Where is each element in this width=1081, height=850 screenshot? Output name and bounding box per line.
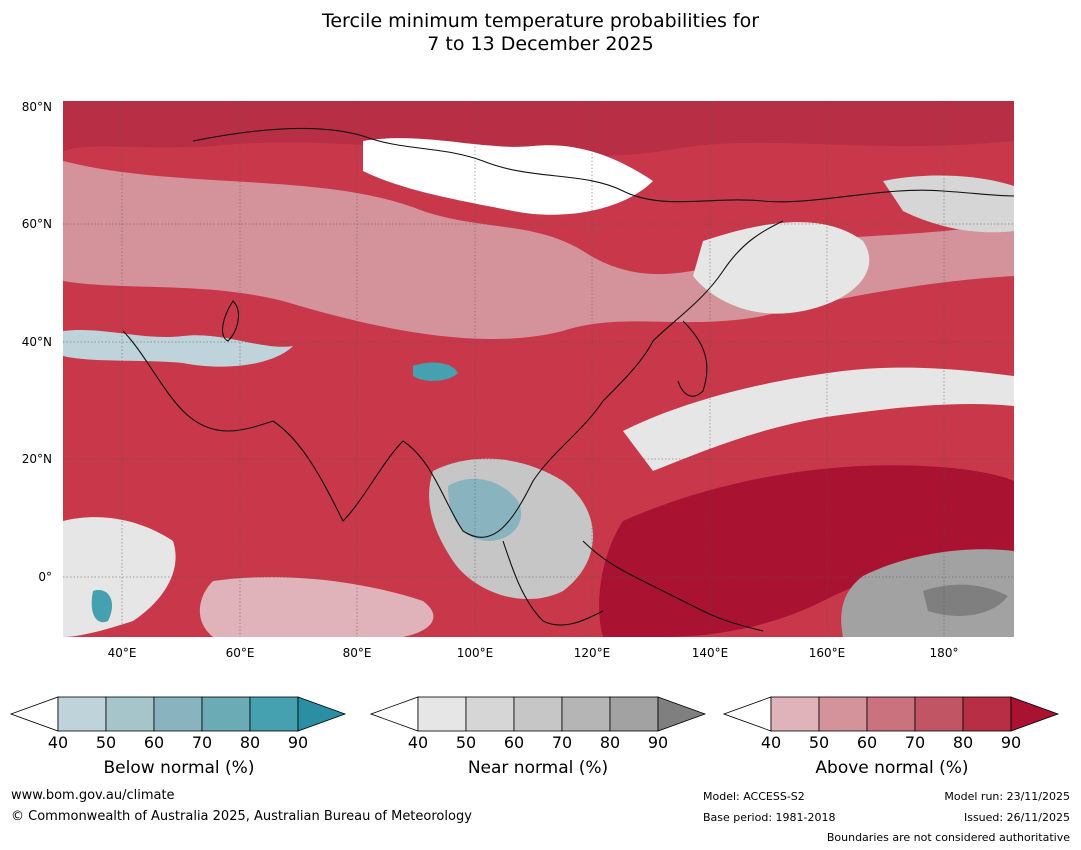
lon-label-60e: 60°E [225,646,255,660]
region-light-indian-ocean [199,577,434,637]
near-normal-label: Near normal (%) [467,758,609,778]
colorbar-above-svg [723,696,1060,732]
below-arrow-high [297,696,347,732]
below-tick-label: 60 [143,733,165,752]
map-canvas [63,101,1014,637]
region-white-siberia [363,138,653,215]
above-tick-label: 40 [760,733,782,752]
disclaimer-text: Boundaries are not considered authoritat… [826,831,1070,844]
colorbar-near [370,696,708,732]
near-segment-5 [609,696,659,732]
below-tick-label: 90 [287,733,309,752]
above-segment-1 [770,696,820,732]
below-normal-label: Below normal (%) [103,758,255,778]
region-strong-above-pacific [599,465,1014,637]
near-segment-4 [561,696,611,732]
below-segment-4 [201,696,251,732]
lon-label-120e: 120°E [573,646,611,660]
near-tick-label: 70 [551,733,573,752]
chart-title: Tercile minimum temperature probabilitie… [0,10,1081,56]
above-segment-3 [866,696,916,732]
region-below-africa [91,590,113,623]
above-tick-label: 80 [952,733,974,752]
below-tick-label: 40 [47,733,69,752]
near-tick-label: 40 [407,733,429,752]
near-segment-2 [465,696,515,732]
lat-label-0: 0° [38,570,52,584]
near-arrow-high [657,696,707,732]
colorbar-above [723,696,1061,732]
issued-text: Issued: 26/11/2025 [963,811,1070,824]
above-arrow-high [1010,696,1060,732]
above-tick-label: 70 [904,733,926,752]
above-segment-4 [914,696,964,732]
near-tick-label: 50 [455,733,477,752]
near-segment-3 [513,696,563,732]
lat-label-40n: 40°N [21,335,52,349]
lon-label-80e: 80°E [342,646,372,660]
model-text: Model: ACCESS-S2 [703,790,805,803]
above-tick-label: 60 [856,733,878,752]
region-near-pacific [623,367,1014,471]
near-segment-1 [417,696,467,732]
colorbar-near-svg [370,696,707,732]
lat-label-60n: 60°N [21,217,52,231]
near-tick-label: 60 [503,733,525,752]
above-segment-2 [818,696,868,732]
lat-label-20n: 20°N [21,452,52,466]
title-line-1: Tercile minimum temperature probabilitie… [321,10,760,32]
near-arrow-low [370,696,419,732]
above-tick-label: 50 [808,733,830,752]
below-arrow-low [10,696,59,732]
coastlines [122,127,1014,632]
below-segment-1 [57,696,107,732]
region-strong-near [923,584,1008,616]
model-run-text: Model run: 23/11/2025 [944,790,1070,803]
region-below-tibet [413,362,458,381]
below-segment-2 [105,696,155,732]
website-link[interactable]: www.bom.gov.au/climate [11,788,175,803]
title-line-2: 7 to 13 December 2025 [427,33,654,55]
lon-label-100e: 100°E [456,646,494,660]
colorbar-below [10,696,348,732]
lon-label-160e: 160°E [808,646,846,660]
above-arrow-low [723,696,772,732]
lat-label-80n: 80°N [21,100,52,114]
below-tick-label: 70 [191,733,213,752]
region-below-central-asia [63,329,293,367]
below-segment-3 [153,696,203,732]
region-below-indochina [448,478,522,541]
lon-label-140e: 140°E [691,646,729,660]
region-near-east-asia [693,222,870,314]
below-tick-label: 80 [239,733,261,752]
graticule [63,101,1014,637]
near-tick-label: 80 [599,733,621,752]
near-tick-label: 90 [647,733,669,752]
above-segment-5 [962,696,1012,732]
above-tick-label: 90 [1000,733,1022,752]
lon-label-180: 180° [929,646,959,660]
above-normal-label: Above normal (%) [815,758,969,778]
colorbar-below-svg [10,696,347,732]
below-segment-5 [249,696,299,732]
copyright-text: © Commonwealth of Australia 2025, Austra… [11,809,472,824]
base-period-text: Base period: 1981-2018 [703,811,836,824]
region-high-above [63,101,1014,157]
lon-label-40e: 40°E [107,646,137,660]
probability-map [63,101,1014,637]
below-tick-label: 50 [95,733,117,752]
